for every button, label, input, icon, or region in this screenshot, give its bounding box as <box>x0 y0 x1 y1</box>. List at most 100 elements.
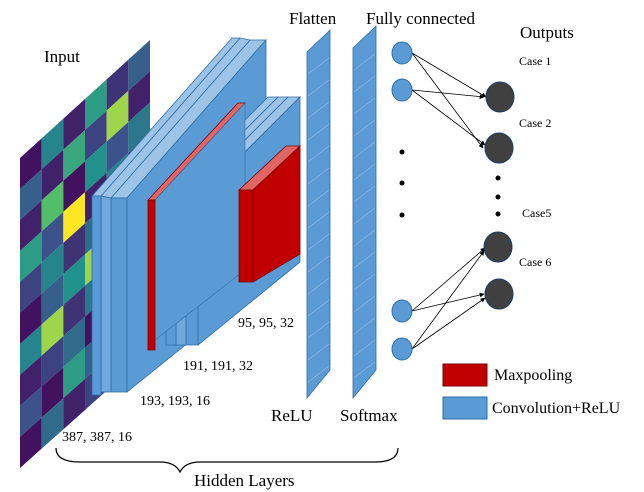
input-cell <box>41 336 64 387</box>
dim-input: 387, 387, 16 <box>62 430 132 445</box>
input-cell <box>85 141 107 193</box>
fc-node <box>391 41 413 65</box>
legend-swatch-convolution <box>442 396 488 420</box>
input-cell <box>63 161 85 212</box>
input-cell <box>85 79 107 131</box>
maxpool-1 <box>147 102 246 351</box>
output-nodes <box>483 81 515 310</box>
layer-stripe <box>307 145 330 163</box>
layer-stripe <box>353 339 376 357</box>
input-cell <box>128 40 150 91</box>
output-node <box>485 81 515 113</box>
input-cell <box>63 378 85 430</box>
input-cell <box>128 71 150 122</box>
input-cell <box>20 324 42 375</box>
input-cell <box>20 355 42 406</box>
input-cell <box>63 99 85 150</box>
input-cell <box>63 285 85 337</box>
input-cell <box>85 110 107 162</box>
layer-stripe <box>307 211 330 229</box>
input-cell <box>41 118 64 170</box>
legend-label-convolution: Convolution+ReLU <box>492 400 621 417</box>
ellipsis-dot <box>495 175 501 181</box>
input-cell <box>20 169 42 220</box>
layer-stripe <box>307 79 330 97</box>
output-node <box>483 231 513 263</box>
ellipsis-dot <box>399 149 405 155</box>
layer-stripe <box>307 189 330 207</box>
input-cell <box>41 274 64 325</box>
flatten-label: Flatten <box>289 9 337 28</box>
layer-stripe <box>353 141 376 159</box>
dim-conv2: 191, 191, 32 <box>183 359 253 374</box>
layer-stripe <box>353 251 376 269</box>
input-cell <box>20 293 42 344</box>
fc-node <box>391 78 413 102</box>
layer-stripe <box>307 101 330 119</box>
layer-stripe <box>353 361 376 379</box>
relu-label: ReLU <box>271 406 313 425</box>
input-cell <box>41 242 64 294</box>
layer-stripe <box>353 207 376 225</box>
layer-stripe <box>353 229 376 247</box>
dim-conv1: 193, 193, 16 <box>140 394 210 409</box>
outputs-label: Outputs <box>520 23 574 42</box>
layer-stripe <box>353 163 376 181</box>
layer-stripe <box>307 321 330 339</box>
layer-stripe <box>307 233 330 251</box>
layer-stripe <box>353 295 376 313</box>
case-label-5: Case5 <box>522 206 551 220</box>
layer-stripe <box>353 273 376 291</box>
input-cell <box>106 90 129 142</box>
softmax-layer <box>352 25 377 400</box>
ellipsis-dot <box>495 211 501 217</box>
output-node <box>484 132 514 164</box>
legend-swatch-maxpooling <box>442 363 488 387</box>
output-node <box>484 278 514 310</box>
input-cell <box>41 305 64 356</box>
layer-stripe <box>353 317 376 335</box>
hidden-layers-label: Hidden Layers <box>194 471 295 490</box>
layer-stripe <box>307 277 330 295</box>
ellipsis-dot <box>495 194 501 200</box>
input-label: Input <box>44 47 80 66</box>
input-cell <box>41 180 64 232</box>
input-cell <box>63 130 85 181</box>
input-cell <box>41 398 64 449</box>
input-cell <box>20 386 42 437</box>
input-cell <box>20 417 42 468</box>
input-cell <box>41 367 64 418</box>
input-cell <box>41 149 64 201</box>
softmax-label: Softmax <box>340 406 398 425</box>
fc-nodes <box>391 41 413 361</box>
layer-stripe <box>307 123 330 141</box>
flatten-layer <box>306 29 331 400</box>
input-cell <box>106 122 129 173</box>
input-cell <box>63 347 85 399</box>
layer-stripe <box>353 97 376 115</box>
input-cell <box>20 262 42 313</box>
input-cell <box>41 211 64 263</box>
input-cell <box>20 231 42 282</box>
fully-connected-label: Fully connected <box>366 9 476 28</box>
input-cell <box>63 254 85 306</box>
layer-stripe <box>307 57 330 75</box>
maxpool-2 <box>237 145 302 283</box>
dim-conv3: 95, 95, 32 <box>238 316 294 331</box>
fc-node <box>391 299 413 323</box>
layer-stripe <box>307 255 330 273</box>
layer-stripe <box>353 53 376 71</box>
layer-stripe <box>307 365 330 383</box>
input-cell <box>128 102 150 154</box>
layer-stripe <box>307 299 330 317</box>
layer-stripe <box>353 185 376 203</box>
layer-stripe <box>307 167 330 185</box>
legend: Maxpooling Convolution+ReLU <box>442 363 621 420</box>
fc-connections <box>411 52 487 350</box>
layer-stripe <box>307 343 330 361</box>
input-cell <box>20 200 42 251</box>
ellipsis-dot <box>399 212 405 218</box>
legend-label-maxpooling: Maxpooling <box>494 367 572 384</box>
case-label-6: Case 6 <box>519 255 551 269</box>
